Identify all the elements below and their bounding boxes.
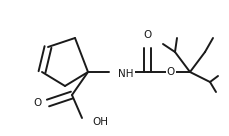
Text: O: O [166,67,174,77]
Text: NH: NH [117,69,133,79]
Text: OH: OH [92,117,108,127]
Text: O: O [34,98,42,108]
Text: O: O [143,30,151,40]
